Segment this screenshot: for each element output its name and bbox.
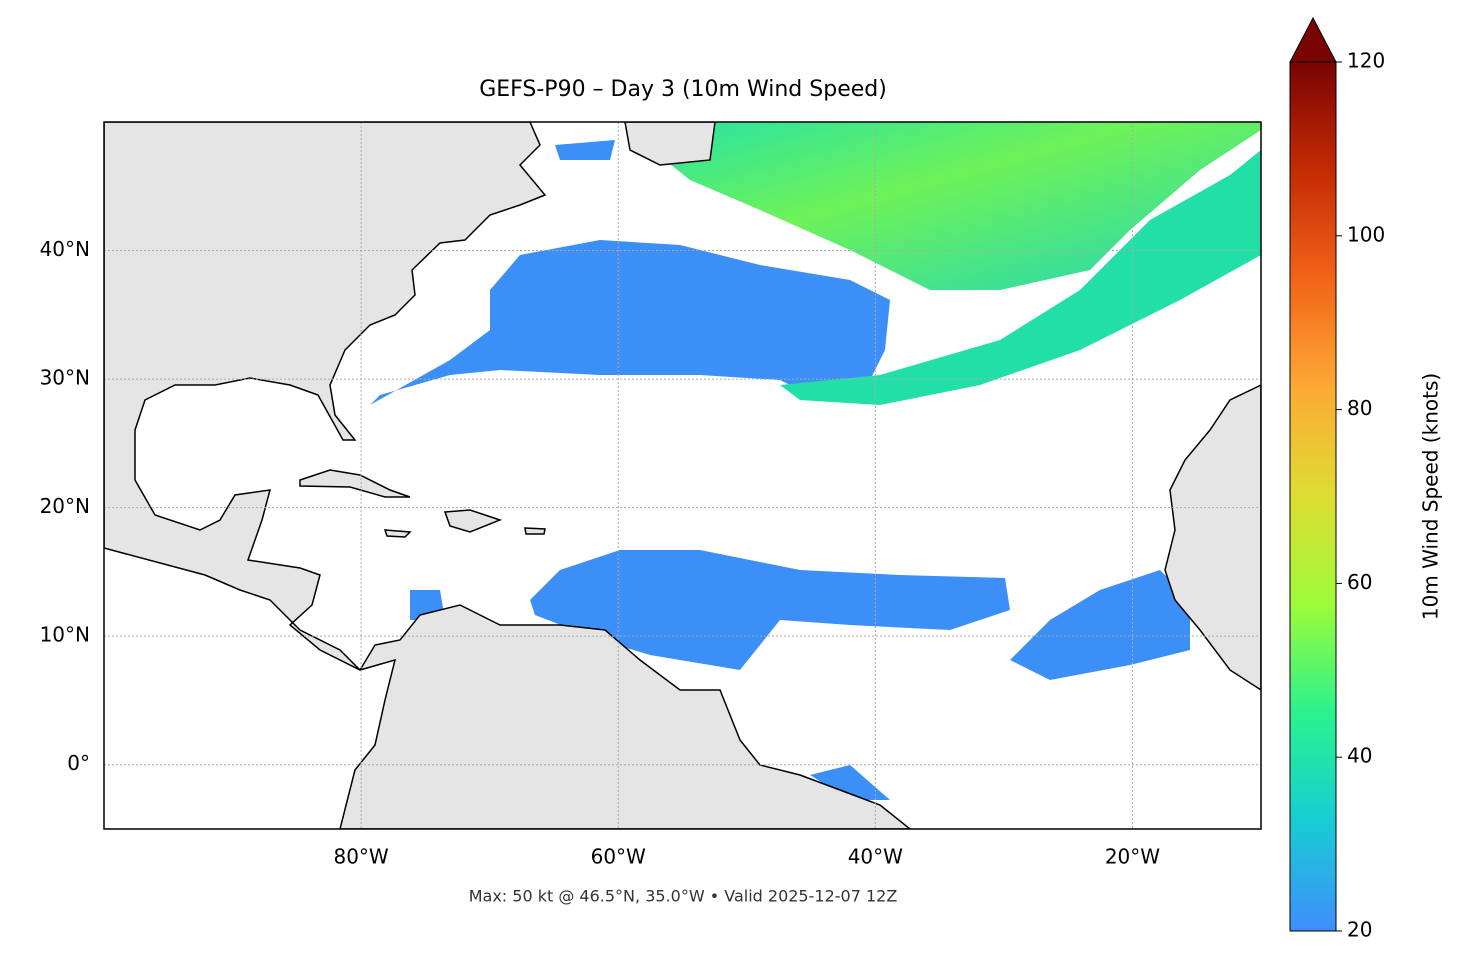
y-tick-label: 20°N — [40, 494, 90, 518]
land — [104, 122, 1261, 829]
y-tick-label: 40°N — [40, 237, 90, 261]
cuba — [299, 469, 411, 498]
annotation: Max: 50 kt @ 46.5°N, 35.0°W • Valid 2025… — [469, 887, 898, 906]
colorbar-tick-label: 20 — [1347, 918, 1372, 942]
colorbar-label: 10m Wind Speed (knots) — [1419, 373, 1443, 620]
wind-area — [1010, 570, 1190, 680]
colorbar-tick-label: 100 — [1347, 222, 1385, 246]
y-tick-label: 10°N — [40, 623, 90, 647]
graticule — [104, 122, 1261, 829]
colorbar-tick-label: 40 — [1347, 744, 1372, 768]
map-frame — [103, 121, 1262, 830]
colorbar-tick-label: 120 — [1347, 49, 1385, 73]
hispaniola — [443, 509, 503, 533]
y-tick-label: 30°N — [40, 366, 90, 390]
colorbar-tick-label: 80 — [1347, 396, 1372, 420]
colorbar-tick-label: 60 — [1347, 570, 1372, 594]
americas — [104, 122, 912, 829]
map — [104, 122, 1261, 829]
jamaica — [383, 529, 412, 538]
puerto-rico — [524, 527, 546, 535]
x-tick-label: 40°W — [848, 845, 903, 869]
colorbar: 20 40 60 80 100 120 10m Wind Speed (knots) — [1289, 16, 1443, 942]
colorbar-scale — [1289, 61, 1337, 932]
x-tick-label: 80°W — [333, 845, 388, 869]
wind-area — [665, 122, 1261, 290]
chart-title: GEFS-P90 – Day 3 (10m Wind Speed) — [479, 77, 887, 102]
africa — [1164, 384, 1261, 691]
y-tick-label: 0° — [67, 751, 90, 775]
wind-area — [810, 765, 890, 800]
x-tick-label: 20°W — [1105, 845, 1160, 869]
wind-area — [530, 550, 1010, 670]
wind-area — [370, 240, 890, 405]
colorbar-extension — [1289, 16, 1337, 63]
x-tick-label: 60°W — [591, 845, 646, 869]
newfoundland — [624, 122, 716, 166]
wind-area — [555, 140, 615, 160]
wind-area — [780, 150, 1261, 405]
